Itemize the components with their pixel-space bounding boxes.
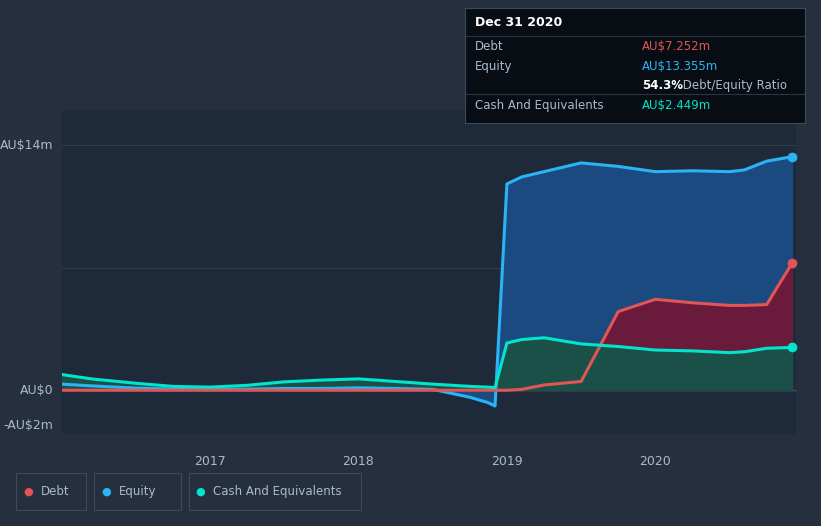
Text: Debt: Debt	[41, 485, 70, 498]
Text: 2019: 2019	[491, 455, 523, 468]
Text: AU$7.252m: AU$7.252m	[642, 40, 711, 53]
Text: Dec 31 2020: Dec 31 2020	[475, 16, 562, 29]
Text: 54.3%: 54.3%	[642, 79, 683, 92]
Text: AU$13.355m: AU$13.355m	[642, 60, 718, 73]
Text: -AU$2m: -AU$2m	[3, 419, 53, 432]
Text: Debt: Debt	[475, 40, 504, 53]
Text: ●: ●	[101, 487, 111, 497]
Text: AU$0: AU$0	[20, 384, 53, 397]
Text: ●: ●	[195, 487, 205, 497]
Text: Equity: Equity	[119, 485, 157, 498]
Text: Equity: Equity	[475, 60, 512, 73]
Text: 2020: 2020	[640, 455, 672, 468]
Text: AU$14m: AU$14m	[0, 139, 53, 152]
Text: Cash And Equivalents: Cash And Equivalents	[475, 99, 603, 112]
Text: AU$2.449m: AU$2.449m	[642, 99, 711, 112]
Text: 2017: 2017	[194, 455, 226, 468]
Text: ●: ●	[23, 487, 33, 497]
Text: Cash And Equivalents: Cash And Equivalents	[213, 485, 342, 498]
Text: 2018: 2018	[342, 455, 374, 468]
Text: Debt/Equity Ratio: Debt/Equity Ratio	[679, 79, 787, 92]
